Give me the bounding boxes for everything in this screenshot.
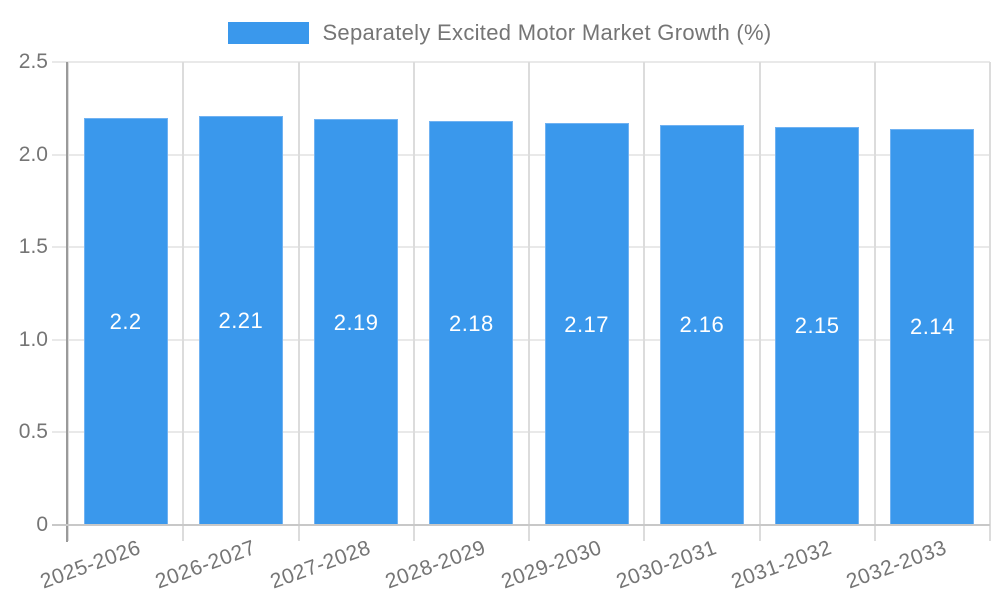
x-gridline — [643, 62, 646, 525]
x-category-label: 2028-2029 — [382, 536, 490, 594]
y-gridline — [52, 246, 990, 249]
legend-label: Separately Excited Motor Market Growth (… — [322, 20, 772, 45]
y-gridline — [52, 338, 990, 341]
bar-value-label: 2.21 — [218, 307, 264, 333]
plot-area: 2.2 2.21 2.19 2.18 2.17 2.16 2.15 2.14 — [52, 61, 991, 526]
x-gridline — [758, 62, 761, 525]
y-tick-label: 1.0 — [18, 327, 48, 351]
bar[interactable]: 2.21 — [198, 115, 283, 525]
x-tick — [412, 525, 415, 541]
legend-item[interactable]: Separately Excited Motor Market Growth (… — [0, 20, 1000, 46]
bar-value-label: 2.18 — [448, 310, 494, 336]
bar-value-label: 2.15 — [794, 313, 840, 339]
bar[interactable]: 2.14 — [890, 128, 975, 525]
bar-value-label: 2.16 — [679, 312, 725, 338]
x-category-label: 2027-2028 — [267, 536, 374, 594]
bar[interactable]: 2.19 — [314, 119, 399, 525]
bar-value-label: 2.2 — [109, 308, 142, 334]
bar[interactable]: 2.2 — [83, 117, 168, 525]
y-tick-label: 2.0 — [18, 142, 48, 166]
x-category-label: 2025-2026 — [37, 536, 144, 594]
x-category-label: 2030-2031 — [613, 536, 720, 594]
y-gridline — [52, 61, 990, 63]
bar[interactable]: 2.16 — [659, 124, 744, 525]
bar-value-label: 2.17 — [564, 311, 610, 337]
bar-value-label: 2.19 — [333, 309, 379, 335]
bar[interactable]: 2.17 — [544, 123, 629, 525]
bar-value-label: 2.14 — [909, 314, 955, 340]
x-tick — [528, 525, 530, 541]
x-gridline — [67, 62, 69, 525]
x-tick — [182, 525, 185, 541]
y-tick-label: 1.5 — [18, 235, 48, 259]
x-gridline — [528, 62, 530, 525]
y-tick-label: 2.5 — [18, 50, 48, 73]
x-gridline — [412, 62, 415, 525]
x-tick — [989, 525, 991, 541]
x-tick — [643, 525, 646, 541]
x-gridline — [182, 62, 185, 525]
bar[interactable]: 2.15 — [775, 126, 860, 525]
bar[interactable]: 2.18 — [429, 121, 514, 525]
x-category-label: 2031-2032 — [728, 536, 835, 594]
x-gridline — [873, 62, 876, 525]
y-gridline — [52, 153, 990, 156]
x-gridline — [297, 62, 300, 525]
legend-swatch — [228, 22, 310, 44]
x-tick — [758, 525, 761, 541]
x-category-label: 2032-2033 — [843, 536, 951, 594]
x-tick — [67, 525, 69, 541]
y-gridline — [52, 524, 990, 526]
y-gridline — [52, 431, 990, 434]
x-tick — [297, 525, 300, 541]
y-axis-line — [66, 62, 68, 542]
x-tick — [873, 525, 876, 541]
y-tick-label: 0.5 — [18, 420, 48, 444]
x-gridline — [989, 62, 991, 525]
x-category-label: 2026-2027 — [152, 536, 259, 594]
x-category-label: 2029-2030 — [498, 536, 605, 594]
y-tick-label: 0 — [36, 513, 48, 536]
